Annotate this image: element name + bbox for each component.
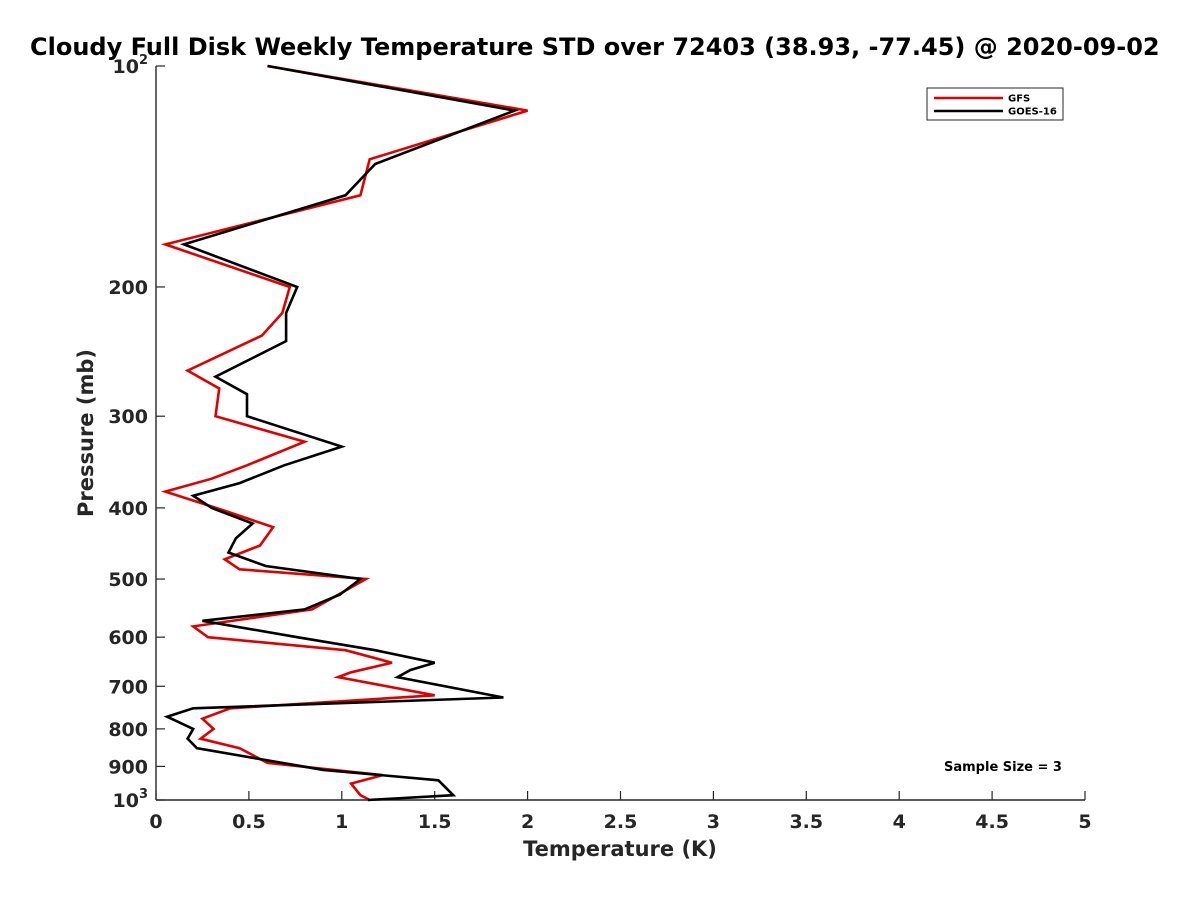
sample-size-annotation: Sample Size = 3 xyxy=(944,760,1062,775)
x-tick-label: 2 xyxy=(521,811,534,833)
y-tick-label: 200 xyxy=(108,277,148,299)
x-axis-label: Temperature (K) xyxy=(523,837,717,861)
x-tick-label: 5 xyxy=(1078,811,1091,833)
legend-label-gfs: GFS xyxy=(1008,94,1030,105)
x-tick-label: 4.5 xyxy=(975,811,1009,833)
x-axis-ticks: 0 0.5 1 1.5 2 2.5 3 3.5 4 4.5 5 xyxy=(149,791,1092,833)
x-tick-label: 4 xyxy=(893,811,906,833)
series-line-gfs xyxy=(160,64,528,802)
y-tick-label: 103 xyxy=(113,787,149,812)
legend-box xyxy=(926,87,1064,121)
y-tick-label: 500 xyxy=(108,569,148,591)
x-tick-label: 2.5 xyxy=(604,811,638,833)
legend: GFS GOES-16 xyxy=(926,87,1064,121)
y-tick-label: 800 xyxy=(108,719,148,741)
chart-title: Cloudy Full Disk Weekly Temperature STD … xyxy=(30,33,1160,61)
y-axis-ticks: 102 200 300 400 500 600 700 800 900 103 xyxy=(108,53,165,812)
y-tick-label: 700 xyxy=(108,676,148,698)
x-tick-label: 3.5 xyxy=(789,811,823,833)
legend-label-goes-16: GOES-16 xyxy=(1008,107,1057,118)
y-tick-label: 600 xyxy=(108,627,148,649)
y-tick-label: 400 xyxy=(108,498,148,520)
x-tick-label: 0.5 xyxy=(232,811,266,833)
y-tick-label: 300 xyxy=(108,406,148,428)
x-tick-label: 1.5 xyxy=(418,811,452,833)
x-tick-label: 1 xyxy=(335,811,348,833)
x-tick-label: 0 xyxy=(149,811,162,833)
series-group xyxy=(160,64,528,802)
series-line-goes-16 xyxy=(163,64,520,802)
y-tick-label: 900 xyxy=(108,756,148,778)
y-tick-label: 102 xyxy=(113,53,149,78)
x-tick-label: 3 xyxy=(707,811,720,833)
y-axis-label: Pressure (mb) xyxy=(74,349,98,517)
